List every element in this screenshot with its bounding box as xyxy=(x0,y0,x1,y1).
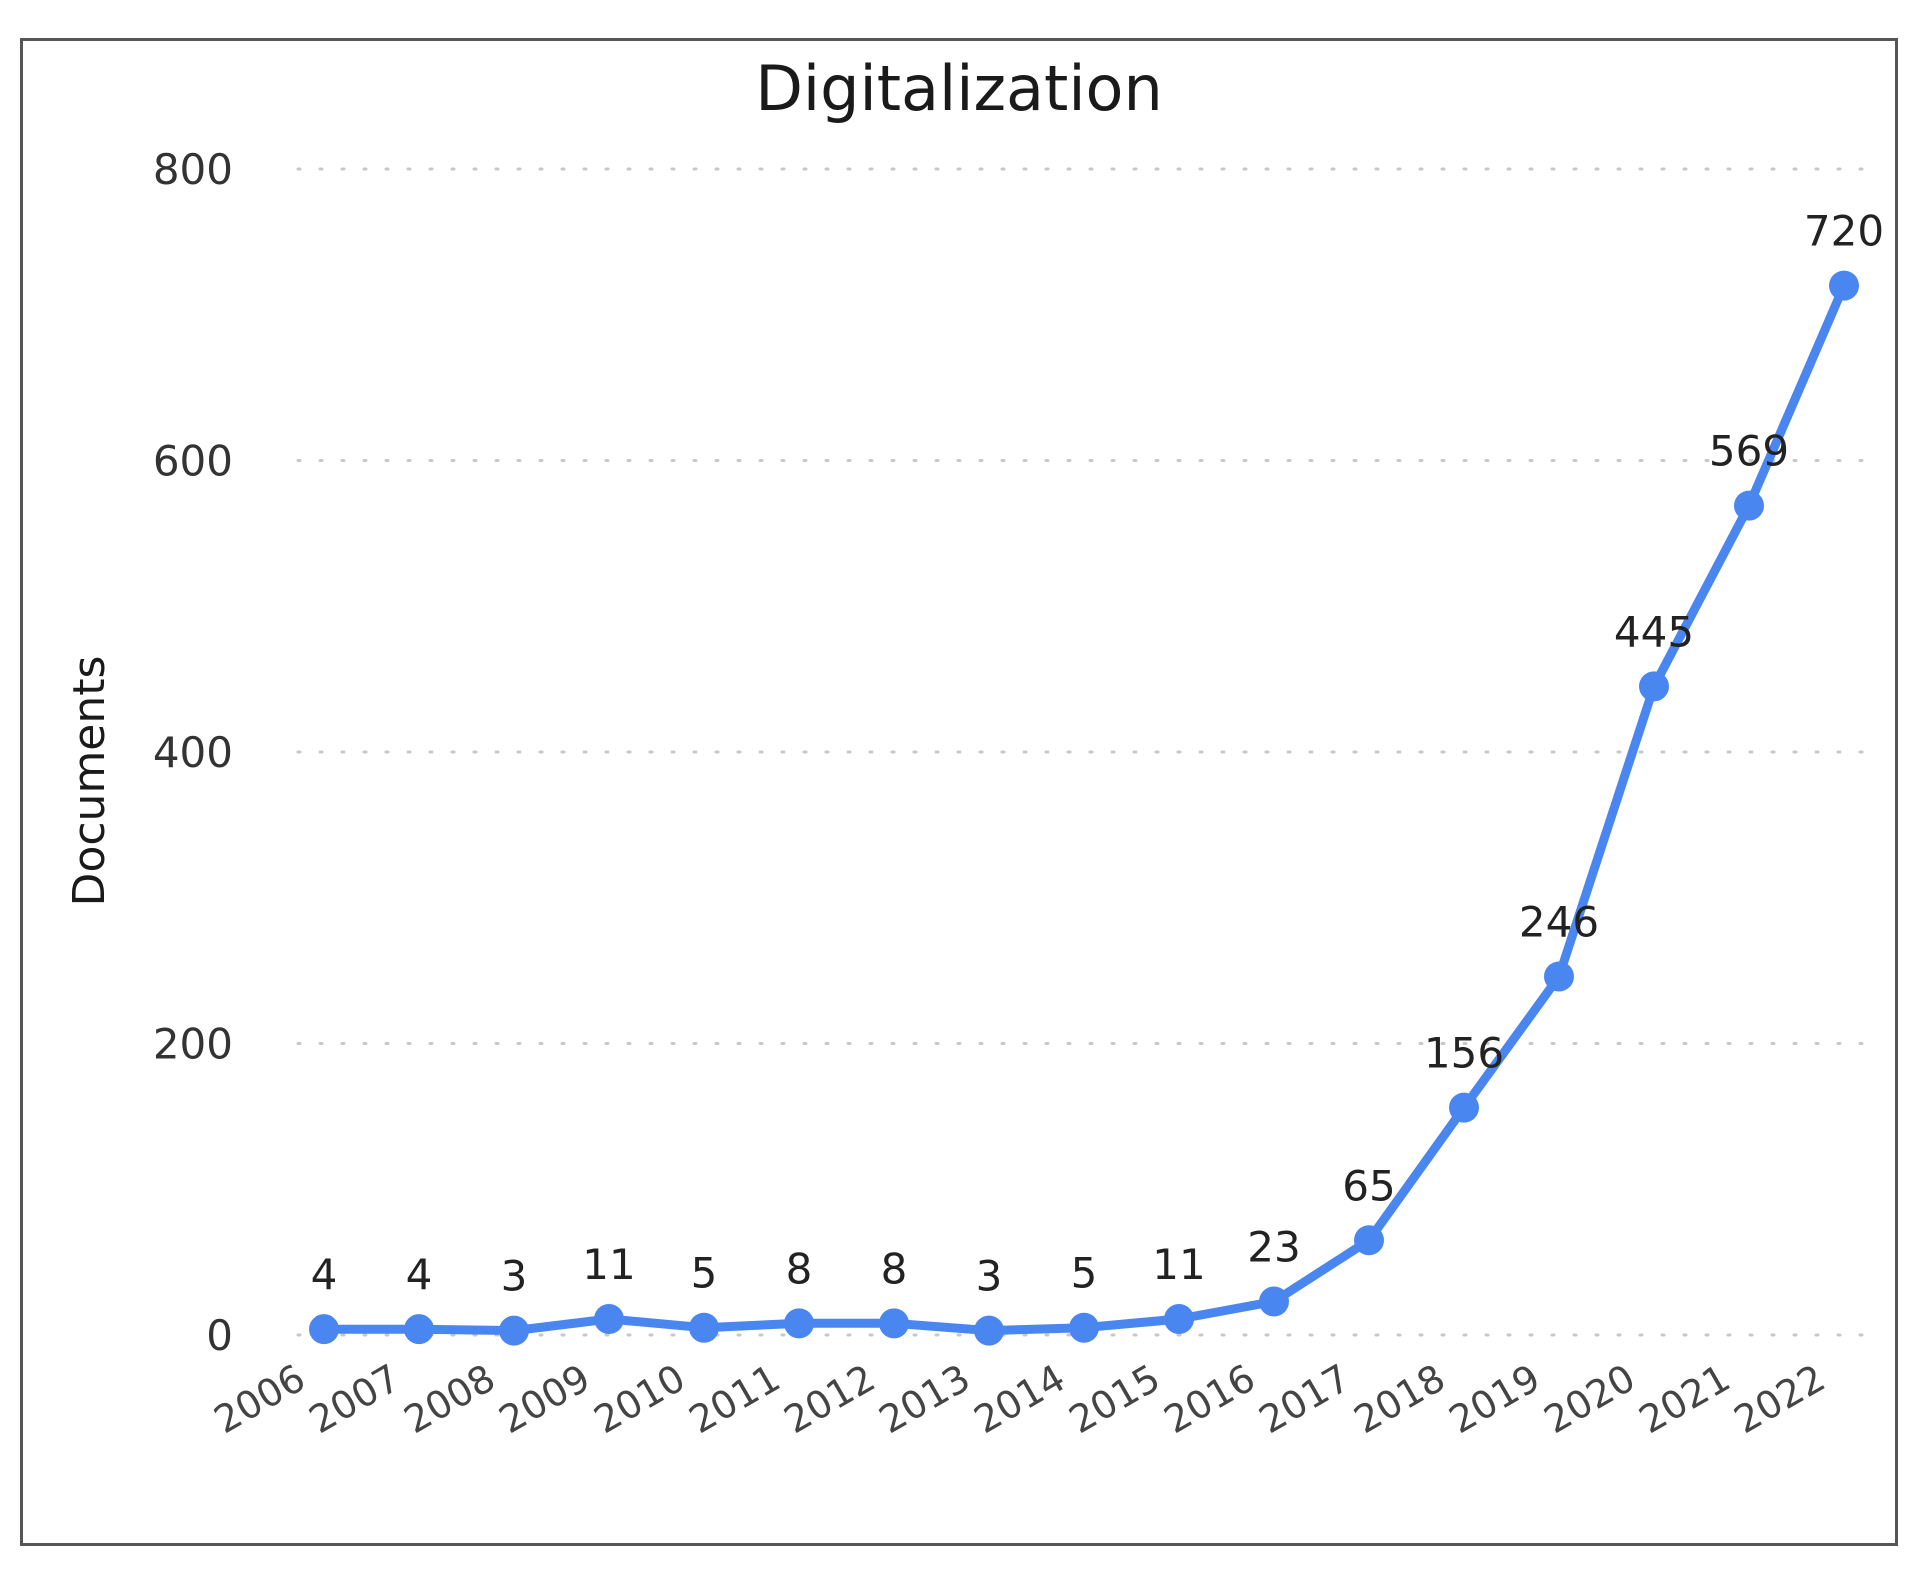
data-label-2015: 11 xyxy=(1152,1240,1205,1289)
data-label-2008: 3 xyxy=(501,1252,528,1301)
data-label-2010: 5 xyxy=(691,1249,718,1298)
data-label-2018: 156 xyxy=(1424,1029,1504,1078)
data-point-2021 xyxy=(1734,490,1764,521)
y-tick-800: 800 xyxy=(153,145,233,194)
y-axis-ticks: 0 200 400 600 800 xyxy=(153,145,233,1360)
x-tick-2018: 2018 xyxy=(1347,1356,1453,1442)
y-tick-0: 0 xyxy=(206,1311,233,1360)
x-tick-2006: 2006 xyxy=(207,1356,313,1442)
data-point-2017 xyxy=(1354,1225,1384,1256)
data-label-2016: 23 xyxy=(1247,1222,1300,1271)
x-tick-2014: 2014 xyxy=(967,1356,1073,1442)
series-documents xyxy=(319,281,1849,1336)
data-point-2013 xyxy=(974,1315,1004,1346)
data-point-2022 xyxy=(1829,270,1859,301)
data-points xyxy=(309,270,1859,1346)
data-label-2020: 445 xyxy=(1614,607,1694,656)
line-chart: Digitalization Documents 0 200 400 600 800 2… xyxy=(64,52,1884,1442)
data-label-2013: 3 xyxy=(976,1252,1003,1301)
data-point-2007 xyxy=(404,1314,434,1345)
x-tick-2017: 2017 xyxy=(1252,1356,1358,1442)
data-label-2011: 8 xyxy=(786,1244,813,1293)
x-tick-2022: 2022 xyxy=(1727,1356,1833,1442)
data-point-2018 xyxy=(1449,1092,1479,1123)
data-label-2012: 8 xyxy=(881,1244,908,1293)
data-point-2014 xyxy=(1069,1312,1099,1343)
data-label-2019: 246 xyxy=(1519,897,1599,946)
x-tick-2013: 2013 xyxy=(872,1356,978,1442)
y-tick-400: 400 xyxy=(153,728,233,777)
x-tick-2020: 2020 xyxy=(1537,1356,1643,1442)
y-tick-200: 200 xyxy=(153,1020,233,1069)
data-point-2008 xyxy=(499,1315,529,1346)
data-point-2011 xyxy=(784,1308,814,1339)
chart-title: Digitalization xyxy=(755,52,1163,125)
x-tick-2009: 2009 xyxy=(492,1356,598,1442)
chart-frame: Digitalization Documents 0 200 400 600 800 2… xyxy=(20,38,1898,1546)
y-tick-600: 600 xyxy=(153,437,233,486)
data-labels: 4 4 3 11 5 8 8 3 5 11 23 65 156 246 445 569 720 xyxy=(311,207,1884,1301)
series-line xyxy=(319,281,1849,1336)
x-tick-2008: 2008 xyxy=(397,1356,503,1442)
data-point-2019 xyxy=(1544,961,1574,992)
data-label-2017: 65 xyxy=(1342,1161,1395,1210)
x-axis-ticks: 2006200720082009201020112012201320142015… xyxy=(207,1356,1833,1442)
x-tick-2012: 2012 xyxy=(777,1356,883,1442)
x-tick-2011: 2011 xyxy=(682,1356,788,1442)
data-point-2020 xyxy=(1639,671,1669,702)
x-tick-2019: 2019 xyxy=(1442,1356,1548,1442)
data-label-2007: 4 xyxy=(406,1250,433,1299)
x-tick-2016: 2016 xyxy=(1157,1356,1263,1442)
data-point-2010 xyxy=(689,1312,719,1343)
data-label-2014: 5 xyxy=(1071,1249,1098,1298)
y-axis-label: Documents xyxy=(64,656,115,907)
data-label-2022: 720 xyxy=(1804,207,1884,256)
data-point-2016 xyxy=(1259,1286,1289,1317)
x-tick-2015: 2015 xyxy=(1062,1356,1168,1442)
x-tick-2010: 2010 xyxy=(587,1356,693,1442)
data-point-2009 xyxy=(594,1303,624,1334)
data-label-2009: 11 xyxy=(582,1240,635,1289)
data-point-2006 xyxy=(309,1314,339,1345)
data-label-2021: 569 xyxy=(1709,427,1789,476)
x-tick-2021: 2021 xyxy=(1632,1356,1738,1442)
data-point-2012 xyxy=(879,1308,909,1339)
x-tick-2007: 2007 xyxy=(302,1356,408,1442)
data-point-2015 xyxy=(1164,1303,1194,1334)
data-label-2006: 4 xyxy=(311,1250,338,1299)
